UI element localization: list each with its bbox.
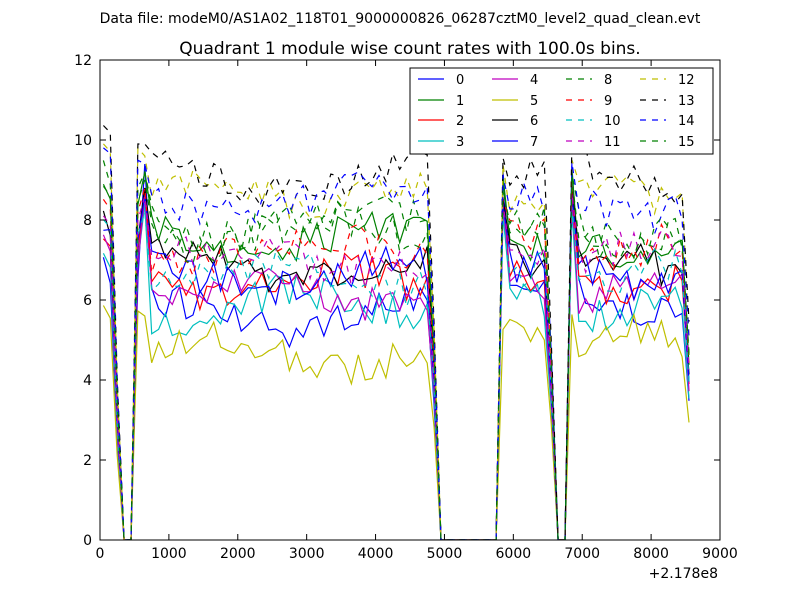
x-tick-label: 4000 xyxy=(358,546,394,562)
legend-label-15: 15 xyxy=(678,135,695,150)
y-tick-label: 4 xyxy=(83,373,92,389)
legend-label-1: 1 xyxy=(456,94,464,109)
series-line-14 xyxy=(103,147,690,540)
series-line-11 xyxy=(102,193,690,540)
legend-label-9: 9 xyxy=(604,94,612,109)
x-offset-label: +2.178e8 xyxy=(649,566,718,582)
series-line-6 xyxy=(102,187,690,540)
x-tick-label: 7000 xyxy=(564,546,600,562)
y-tick-label: 6 xyxy=(83,293,92,309)
x-tick-label: 6000 xyxy=(496,546,532,562)
x-axis: 0 1000 2000 3000 4000 5000 6000 7000 8000 9000 xyxy=(96,60,738,562)
legend-label-2: 2 xyxy=(456,114,464,129)
chart-title: Quadrant 1 module wise count rates with … xyxy=(179,39,640,59)
series-line-13 xyxy=(102,125,690,540)
series-line-2 xyxy=(102,186,690,540)
series-line-15 xyxy=(102,177,690,540)
legend-label-6: 6 xyxy=(530,114,538,129)
legend-label-0: 0 xyxy=(456,73,464,88)
legend-label-4: 4 xyxy=(530,73,538,88)
series-line-4 xyxy=(102,194,690,540)
legend-label-7: 7 xyxy=(530,135,538,150)
x-tick-label: 8000 xyxy=(633,546,669,562)
x-tick-label: 5000 xyxy=(427,546,463,562)
x-tick-label: 3000 xyxy=(289,546,325,562)
legend-label-3: 3 xyxy=(456,135,464,150)
legend-label-14: 14 xyxy=(678,114,695,129)
series-line-9 xyxy=(102,187,690,540)
series-layer xyxy=(102,125,690,540)
legend-label-12: 12 xyxy=(678,73,695,88)
series-line-0 xyxy=(102,163,690,540)
y-tick-label: 0 xyxy=(83,533,92,549)
legend-label-10: 10 xyxy=(604,114,621,129)
x-tick-label: 9000 xyxy=(702,546,738,562)
legend-label-8: 8 xyxy=(604,73,612,88)
series-line-8 xyxy=(102,160,690,540)
figure-suptitle: Data file: modeM0/AS1A02_118T01_90000008… xyxy=(100,11,701,27)
legend-frame xyxy=(409,67,714,155)
x-tick-label: 0 xyxy=(96,546,105,562)
y-tick-label: 10 xyxy=(74,133,92,149)
legend-label-11: 11 xyxy=(604,135,621,150)
plot-area: 0 1000 2000 3000 4000 5000 6000 7000 8000 9000 0 2… xyxy=(74,53,738,582)
x-tick-label: 2000 xyxy=(220,546,256,562)
legend-label-13: 13 xyxy=(678,94,695,109)
x-tick-label: 1000 xyxy=(151,546,187,562)
series-line-3 xyxy=(102,203,690,540)
series-line-10 xyxy=(102,206,690,540)
y-tick-label: 12 xyxy=(74,53,92,69)
y-tick-label: 2 xyxy=(83,453,92,469)
legend-label-5: 5 xyxy=(530,94,538,109)
series-line-12 xyxy=(102,143,690,540)
series-line-1 xyxy=(102,170,690,540)
y-tick-label: 8 xyxy=(83,213,92,229)
series-line-5 xyxy=(102,305,690,540)
